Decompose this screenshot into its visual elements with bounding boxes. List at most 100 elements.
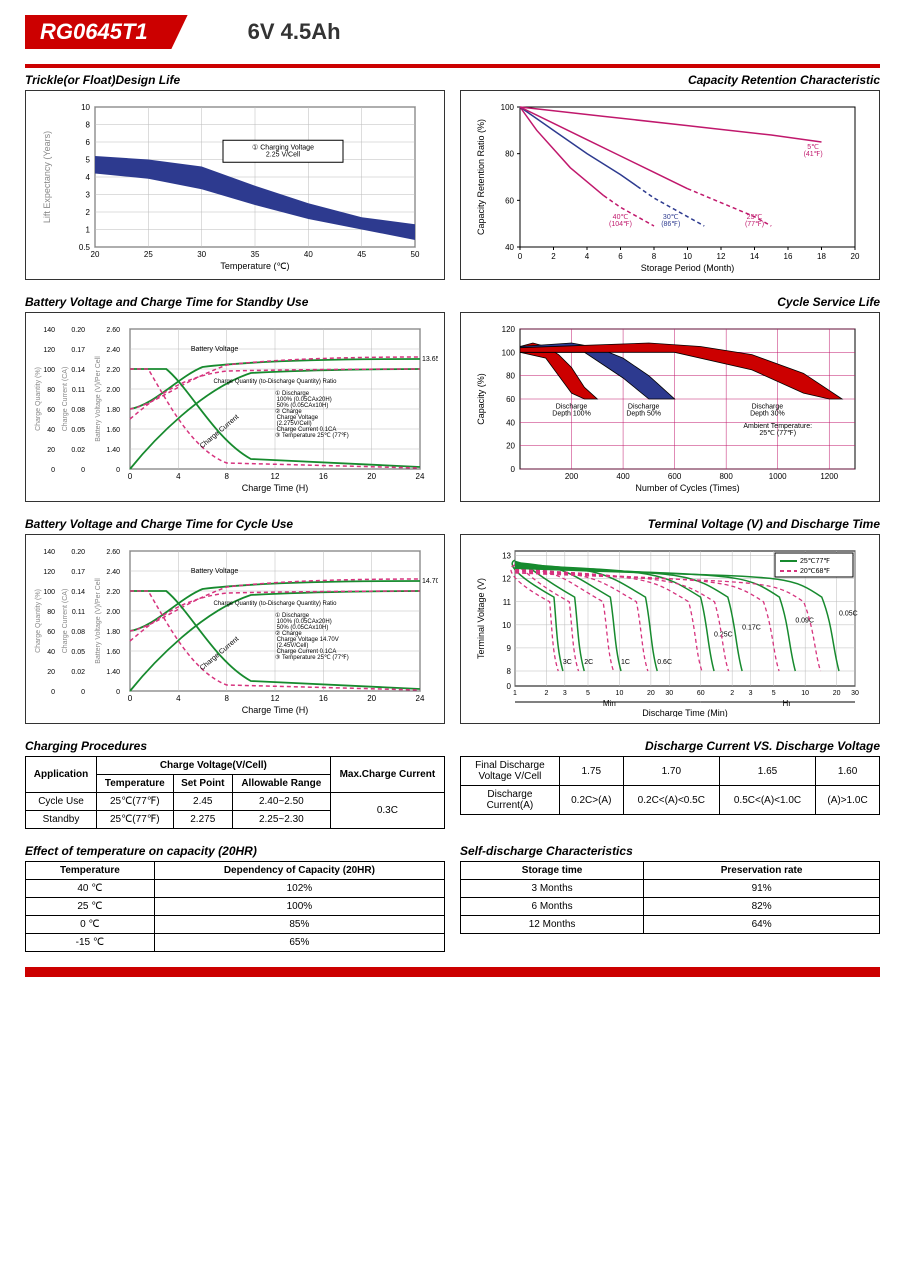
self-discharge-table: Storage timePreservation rate3 Months91%… bbox=[460, 861, 880, 934]
svg-text:20: 20 bbox=[91, 250, 100, 259]
svg-text:2.00: 2.00 bbox=[106, 609, 120, 616]
chart5: 0481216202402040608010012014000.020.050.… bbox=[25, 534, 445, 724]
svg-text:Battery Voltage: Battery Voltage bbox=[191, 346, 239, 353]
svg-text:80: 80 bbox=[47, 609, 55, 616]
svg-text:6: 6 bbox=[86, 138, 91, 147]
svg-text:1200: 1200 bbox=[820, 472, 838, 481]
svg-text:200: 200 bbox=[565, 472, 579, 481]
svg-text:0.20: 0.20 bbox=[71, 327, 85, 334]
svg-text:0: 0 bbox=[81, 689, 85, 696]
svg-text:14.70V: 14.70V bbox=[422, 578, 438, 585]
svg-text:Number of Cycles (Times): Number of Cycles (Times) bbox=[635, 483, 739, 493]
chart2-title: Capacity Retention Characteristic bbox=[460, 73, 880, 87]
charging-procedures-table: ApplicationCharge Voltage(V/Cell)Max.Cha… bbox=[25, 756, 445, 829]
svg-text:Charge Current (CA): Charge Current (CA) bbox=[62, 589, 69, 654]
temp-capacity-table: TemperatureDependency of Capacity (20HR)… bbox=[25, 861, 445, 952]
svg-text:10: 10 bbox=[801, 690, 809, 697]
svg-text:80: 80 bbox=[47, 387, 55, 394]
svg-text:24: 24 bbox=[416, 694, 425, 703]
svg-text:3: 3 bbox=[749, 690, 753, 697]
svg-text:DischargeDepth 50%: DischargeDepth 50% bbox=[626, 403, 661, 417]
svg-text:3C: 3C bbox=[563, 659, 572, 666]
svg-text:Battery Voltage (V)/Per Cell: Battery Voltage (V)/Per Cell bbox=[95, 578, 102, 664]
svg-text:0.14: 0.14 bbox=[71, 589, 85, 596]
chart5-title: Battery Voltage and Charge Time for Cycl… bbox=[25, 517, 445, 531]
svg-text:12: 12 bbox=[271, 472, 280, 481]
svg-text:1000: 1000 bbox=[769, 472, 787, 481]
svg-text:13.65V: 13.65V bbox=[422, 356, 438, 363]
svg-text:120: 120 bbox=[502, 325, 516, 334]
svg-text:120: 120 bbox=[43, 569, 55, 576]
svg-text:Capacity Retention Ratio (%): Capacity Retention Ratio (%) bbox=[476, 119, 486, 235]
svg-text:Lift Expectancy (Years): Lift Expectancy (Years) bbox=[42, 131, 52, 223]
svg-text:0: 0 bbox=[518, 252, 523, 261]
table1-title: Charging Procedures bbox=[25, 739, 445, 753]
svg-text:30: 30 bbox=[851, 690, 859, 697]
svg-text:Temperature (℃): Temperature (℃) bbox=[220, 261, 289, 271]
table3-title: Effect of temperature on capacity (20HR) bbox=[25, 844, 445, 858]
svg-text:0.05C: 0.05C bbox=[839, 611, 858, 618]
chart1: 202530354045500.5123456810① Charging Vol… bbox=[25, 90, 445, 280]
svg-text:60: 60 bbox=[697, 690, 705, 697]
svg-text:0.08: 0.08 bbox=[71, 629, 85, 636]
svg-text:20: 20 bbox=[367, 694, 376, 703]
svg-text:0: 0 bbox=[116, 689, 120, 696]
svg-text:20: 20 bbox=[367, 472, 376, 481]
svg-text:1.60: 1.60 bbox=[106, 427, 120, 434]
svg-text:3: 3 bbox=[563, 690, 567, 697]
svg-text:400: 400 bbox=[616, 472, 630, 481]
svg-text:Battery Voltage (V)/Per Cell: Battery Voltage (V)/Per Cell bbox=[95, 356, 102, 442]
svg-text:10: 10 bbox=[502, 621, 511, 630]
svg-text:1: 1 bbox=[513, 690, 517, 697]
chart3-title: Battery Voltage and Charge Time for Stan… bbox=[25, 295, 445, 309]
svg-text:10: 10 bbox=[683, 252, 692, 261]
svg-text:2: 2 bbox=[86, 208, 91, 217]
svg-text:20: 20 bbox=[851, 252, 860, 261]
svg-text:0.25C: 0.25C bbox=[714, 631, 733, 638]
svg-text:100: 100 bbox=[43, 589, 55, 596]
svg-text:5: 5 bbox=[772, 690, 776, 697]
svg-text:0: 0 bbox=[511, 465, 516, 474]
svg-text:100: 100 bbox=[43, 367, 55, 374]
svg-text:12: 12 bbox=[502, 575, 511, 584]
svg-text:20: 20 bbox=[47, 447, 55, 454]
svg-text:Charge Time (H): Charge Time (H) bbox=[242, 483, 309, 493]
svg-text:0: 0 bbox=[507, 682, 512, 691]
svg-text:0.17: 0.17 bbox=[71, 569, 85, 576]
svg-text:16: 16 bbox=[319, 694, 328, 703]
svg-text:0.5: 0.5 bbox=[79, 243, 91, 252]
svg-text:2: 2 bbox=[551, 252, 556, 261]
svg-text:30℃(86℉): 30℃(86℉) bbox=[661, 214, 680, 228]
svg-text:24: 24 bbox=[416, 472, 425, 481]
svg-text:13: 13 bbox=[502, 552, 511, 561]
svg-text:1.60: 1.60 bbox=[106, 649, 120, 656]
svg-text:80: 80 bbox=[506, 372, 515, 381]
svg-text:0: 0 bbox=[51, 467, 55, 474]
svg-text:4: 4 bbox=[585, 252, 590, 261]
svg-text:25℃77℉: 25℃77℉ bbox=[800, 558, 830, 565]
svg-text:DischargeDepth 100%: DischargeDepth 100% bbox=[552, 403, 591, 417]
svg-text:0.05: 0.05 bbox=[71, 649, 85, 656]
svg-text:8: 8 bbox=[224, 472, 229, 481]
svg-text:Charge Quantity (%): Charge Quantity (%) bbox=[35, 367, 42, 431]
svg-text:2.40: 2.40 bbox=[106, 347, 120, 354]
svg-text:5: 5 bbox=[586, 690, 590, 697]
svg-text:Min: Min bbox=[603, 699, 616, 708]
svg-text:2.60: 2.60 bbox=[106, 549, 120, 556]
svg-text:2.60: 2.60 bbox=[106, 327, 120, 334]
svg-text:120: 120 bbox=[43, 347, 55, 354]
svg-text:3: 3 bbox=[86, 191, 91, 200]
table4-title: Self-discharge Characteristics bbox=[460, 844, 880, 858]
svg-text:Battery Voltage: Battery Voltage bbox=[191, 568, 239, 575]
svg-text:20: 20 bbox=[506, 442, 515, 451]
svg-text:60: 60 bbox=[47, 629, 55, 636]
svg-text:40: 40 bbox=[506, 418, 515, 427]
svg-text:10: 10 bbox=[616, 690, 624, 697]
svg-text:80: 80 bbox=[505, 150, 514, 159]
svg-text:140: 140 bbox=[43, 327, 55, 334]
svg-text:5: 5 bbox=[86, 156, 91, 165]
svg-text:Charge Current (CA): Charge Current (CA) bbox=[62, 367, 69, 432]
svg-text:35: 35 bbox=[251, 250, 260, 259]
svg-text:Charge Quantity (to-Discharge: Charge Quantity (to-Discharge Quantity) … bbox=[213, 379, 337, 385]
svg-text:12: 12 bbox=[717, 252, 726, 261]
